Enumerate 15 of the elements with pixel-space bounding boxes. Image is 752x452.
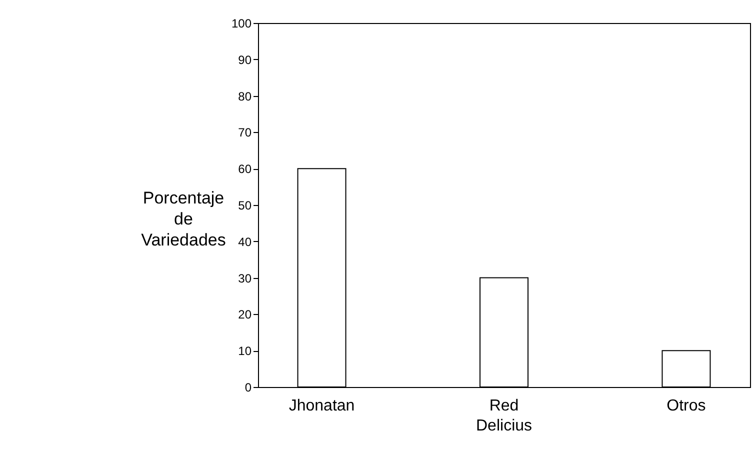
y-tick-label: 20 (238, 308, 252, 322)
y-tick-label: 100 (231, 16, 252, 30)
y-tick-label: 30 (238, 271, 252, 286)
x-tick-label: Otros (666, 398, 706, 414)
y-tick-label: 70 (238, 126, 252, 140)
y-tick-label: 80 (238, 89, 252, 104)
y-tick-label: 0 (244, 380, 252, 394)
y-tick-label: 50 (238, 198, 252, 212)
y-tick-label: 40 (238, 234, 252, 249)
y-axis-title: Porcentaje de Variedades (141, 188, 226, 250)
y-tick-label: 90 (238, 52, 252, 67)
y-tick-label: 10 (238, 344, 252, 358)
x-tick-label: Red Delicius (476, 398, 532, 434)
x-tick-label: Jhonatan (288, 398, 355, 414)
y-tick-label: 60 (238, 162, 252, 176)
